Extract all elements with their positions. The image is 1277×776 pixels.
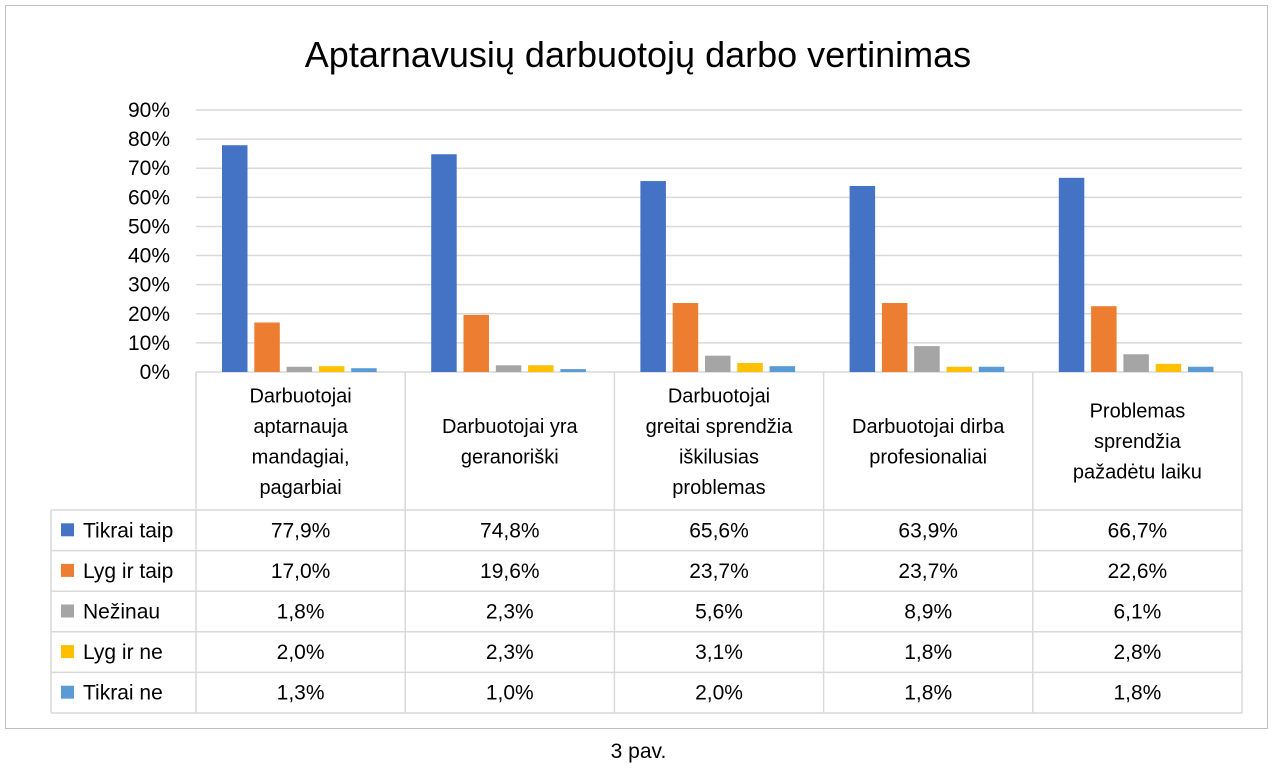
data-label: 6,1%	[1113, 601, 1161, 624]
data-label: 1,0%	[486, 682, 534, 705]
bar	[431, 154, 457, 372]
category-label: pagarbiai	[259, 477, 341, 499]
bar	[881, 303, 908, 372]
data-label: 19,6%	[480, 560, 540, 583]
bar	[222, 145, 248, 372]
data-label: 1,8%	[277, 601, 325, 624]
y-tick-label: 50%	[128, 215, 170, 238]
legend-label: Lyg ir ne	[83, 641, 163, 664]
data-label: 23,7%	[898, 560, 958, 583]
data-label: 66,7%	[1108, 519, 1168, 542]
bar	[1188, 366, 1214, 372]
bar	[1123, 354, 1149, 372]
bar	[1058, 177, 1085, 372]
legend-swatch	[61, 685, 74, 699]
figure-caption: 3 pav.	[610, 740, 667, 763]
data-label: 1,8%	[904, 682, 952, 705]
data-label: 1,8%	[904, 641, 952, 664]
bar	[672, 303, 699, 372]
data-label: 2,8%	[1113, 641, 1161, 664]
category-label: Darbuotojai	[249, 385, 351, 407]
bar	[737, 362, 763, 372]
y-tick-label: 40%	[128, 245, 170, 268]
y-tick-label: 70%	[128, 157, 170, 180]
data-label: 22,6%	[1108, 560, 1168, 583]
data-table: Darbuotojai aptarnauja mandagiai, pagarbiai…	[50, 372, 1243, 714]
category-label: geranoriški	[461, 446, 559, 468]
data-label: 23,7%	[689, 560, 749, 583]
bar	[495, 365, 522, 372]
data-label: 2,3%	[486, 601, 534, 624]
data-label: 65,6%	[689, 519, 749, 542]
y-tick-label: 20%	[128, 303, 170, 326]
bar	[705, 355, 731, 372]
data-label: 2,0%	[277, 641, 325, 664]
bar	[1091, 306, 1117, 372]
data-label: 74,8%	[480, 519, 540, 542]
category-label: Darbuotojai	[668, 385, 770, 407]
category-label: Darbuotojai dirba	[852, 416, 1005, 438]
category-label: Problemas	[1090, 401, 1186, 423]
y-tick-label: 0%	[140, 361, 170, 384]
chart-frame: Aptarnavusių darbuotojų darbo vertinimas…	[5, 5, 1268, 729]
bar	[978, 366, 1005, 372]
category-label: pažadėtu laiku	[1073, 462, 1202, 484]
bar	[946, 366, 972, 372]
bar	[769, 366, 796, 372]
bar	[914, 346, 940, 372]
y-tick-label: 90%	[128, 99, 170, 122]
y-tick-label: 10%	[128, 332, 170, 355]
bar	[463, 314, 489, 372]
data-label: 3,1%	[695, 641, 743, 664]
category-label: iškilusias	[679, 446, 759, 468]
bar	[849, 185, 876, 372]
bar	[528, 365, 554, 372]
data-label: 5,6%	[695, 601, 743, 624]
data-label: 1,3%	[277, 682, 325, 705]
category-label: sprendžia	[1094, 431, 1182, 453]
bar	[560, 369, 586, 372]
data-label: 63,9%	[898, 519, 958, 542]
y-tick-label: 30%	[128, 274, 170, 297]
category-label: greitai sprendžia	[646, 416, 794, 438]
bar	[254, 322, 280, 372]
bar	[1155, 363, 1182, 372]
legend-label: Tikrai ne	[83, 682, 163, 705]
data-label: 8,9%	[904, 601, 952, 624]
y-axis-ticks: 0% 10% 20% 30% 40% 50% 60% 70% 80% 90%	[128, 99, 170, 384]
data-label: 1,8%	[1113, 682, 1161, 705]
grid-lines	[196, 109, 1242, 373]
chart-canvas: Aptarnavusių darbuotojų darbo vertinimas…	[50, 34, 1243, 714]
bars	[222, 145, 1214, 372]
category-label: problemas	[672, 477, 765, 499]
data-label: 17,0%	[271, 560, 331, 583]
bar	[286, 366, 313, 372]
category-label: aptarnauja	[253, 416, 348, 438]
y-tick-label: 80%	[128, 128, 170, 151]
y-tick-label: 60%	[128, 186, 170, 209]
bar	[640, 181, 666, 372]
category-label: mandagiai,	[252, 446, 350, 468]
legend-swatch	[61, 645, 74, 659]
data-label: 77,9%	[271, 519, 331, 542]
data-label: 2,3%	[486, 641, 534, 664]
bar	[351, 368, 377, 372]
legend-label: Tikrai taip	[83, 519, 173, 542]
legend-swatch	[61, 563, 74, 577]
bar	[318, 366, 345, 372]
chart-title: Aptarnavusių darbuotojų darbo vertinimas	[305, 34, 971, 75]
legend-label: Nežinau	[83, 601, 160, 624]
legend-swatch	[61, 604, 74, 618]
legend-swatch	[61, 523, 74, 537]
category-label: Darbuotojai yra	[442, 416, 579, 438]
category-label: profesionaliai	[869, 446, 987, 468]
legend-label: Lyg ir taip	[83, 560, 173, 583]
data-label: 2,0%	[695, 682, 743, 705]
